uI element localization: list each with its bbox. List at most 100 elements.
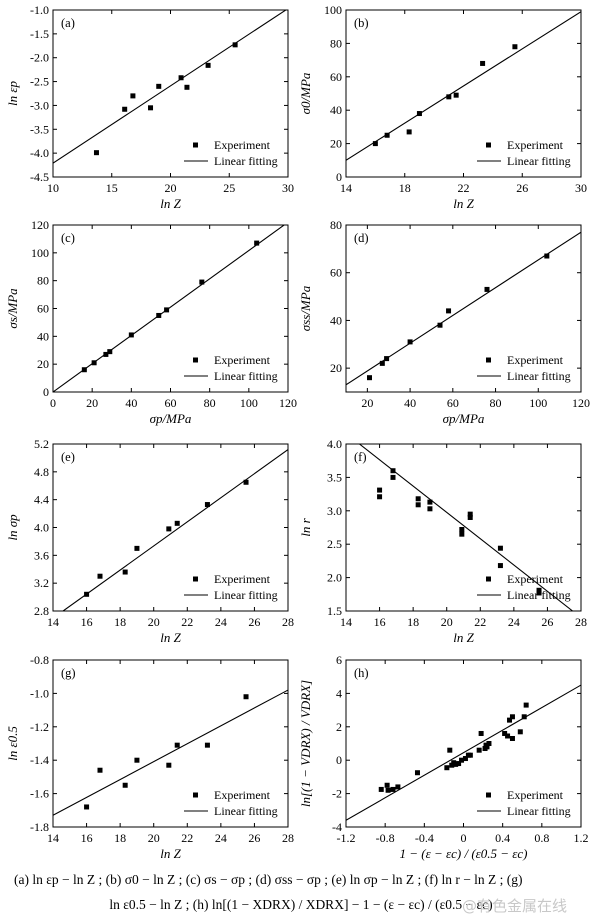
plot-frame	[345, 443, 582, 612]
x-axis-label: ln Z	[453, 196, 474, 211]
data-point	[367, 375, 372, 381]
chart-panel-2: 14 18 22 26 30 0 20 40 60 80 100 (b) ln Z σ0/MPa Exper…	[298, 3, 587, 211]
x-tick-label: 20	[361, 396, 373, 410]
data-point	[497, 563, 503, 569]
x-tick-label: 16	[81, 831, 93, 845]
x-tick-label: 0	[461, 831, 467, 845]
y-tick-label: 120	[31, 218, 49, 232]
legend-marker-experiment	[486, 792, 491, 798]
x-axis-label: 1 − (ε − εc) / (ε0.5 − εc)	[399, 846, 527, 861]
x-tick-label: 18	[399, 181, 411, 195]
x-tick-label: 14	[47, 831, 59, 845]
data-point	[456, 761, 462, 767]
data-point	[81, 367, 87, 373]
legend-marker-experiment	[193, 576, 198, 582]
data-point	[384, 356, 390, 362]
data-point	[536, 590, 542, 596]
x-axis-label: σp/MPa	[150, 411, 192, 426]
data-point	[134, 545, 140, 551]
data-point	[467, 752, 473, 758]
x-tick-label: 26	[516, 181, 528, 195]
x-tick-label: 18	[114, 831, 126, 845]
y-tick-label: 2.5	[327, 537, 342, 551]
y-tick-label: -4	[332, 820, 342, 834]
data-point	[459, 757, 465, 763]
x-tick-label: 120	[279, 396, 297, 410]
data-point	[427, 499, 433, 505]
y-tick-label: 40	[330, 103, 342, 117]
legend-label-experiment: Experiment	[507, 788, 564, 802]
legend-label-experiment: Experiment	[214, 572, 271, 586]
plot-frame	[52, 659, 289, 828]
data-point	[484, 744, 490, 750]
panel-label: (b)	[354, 16, 369, 30]
data-point	[166, 762, 172, 768]
data-point	[416, 111, 422, 117]
x-tick-label: 0.4	[495, 831, 510, 845]
data-point	[453, 761, 459, 767]
x-tick-label: 120	[572, 396, 590, 410]
y-tick-label: -2.5	[30, 75, 49, 89]
data-point	[166, 526, 172, 532]
y-tick-label: -2.0	[30, 51, 49, 65]
panel-label: (e)	[61, 450, 75, 464]
legend-marker-experiment	[193, 357, 198, 363]
y-tick-label: 4.4	[34, 493, 49, 507]
data-point	[148, 105, 154, 111]
data-point	[91, 360, 97, 366]
data-point	[377, 487, 383, 493]
x-tick-label: -0.8	[376, 831, 395, 845]
data-point	[446, 94, 452, 100]
x-tick-label: 24	[215, 615, 227, 629]
x-tick-label: 18	[407, 615, 419, 629]
data-point	[517, 729, 523, 735]
y-tick-label: 60	[330, 70, 342, 84]
legend-label-fit: Linear fitting	[214, 804, 278, 818]
panel-label: (a)	[61, 16, 75, 30]
data-point	[453, 92, 459, 98]
data-point	[447, 747, 453, 753]
legend-label-fit: Linear fitting	[214, 588, 278, 602]
y-tick-label: -4.5	[30, 170, 49, 184]
x-tick-label: 30	[282, 181, 294, 195]
y-tick-label: -2	[332, 787, 342, 801]
legend-label-fit: Linear fitting	[507, 369, 571, 383]
y-tick-label: 2.0	[327, 571, 342, 585]
data-point	[178, 75, 184, 81]
y-tick-label: 80	[37, 274, 49, 288]
x-tick-label: 22	[181, 831, 193, 845]
data-point	[156, 312, 162, 318]
x-tick-label: 100	[240, 396, 258, 410]
data-point	[390, 786, 396, 792]
panel-label: (d)	[354, 231, 369, 245]
x-axis-label: ln Z	[160, 846, 181, 861]
x-tick-label: 20	[441, 615, 453, 629]
data-point	[415, 496, 421, 502]
x-tick-label: 24	[215, 831, 227, 845]
data-point	[184, 84, 190, 90]
data-point	[414, 770, 420, 776]
data-point	[390, 474, 396, 480]
y-tick-label: 3.6	[34, 548, 49, 562]
fit-line	[53, 689, 288, 816]
data-point	[507, 717, 513, 723]
panel-label: (f)	[354, 450, 367, 464]
chart-panel-3: 0 20 40 60 80 100 120 0 20 40 60 80 100 120 (c) σp/MPa σ…	[5, 218, 297, 426]
y-tick-label: 20	[37, 357, 49, 371]
data-point	[204, 502, 210, 508]
data-point	[243, 694, 249, 700]
chart-panel-4: 20 40 60 80 100 120 20 40 60 80 (d) σp/MPa σss/MPa Ex…	[298, 218, 590, 426]
x-tick-label: 80	[490, 396, 502, 410]
y-tick-label: 1.5	[327, 604, 342, 618]
data-point	[84, 591, 90, 597]
x-tick-label: 0	[50, 396, 56, 410]
x-tick-label: 15	[106, 181, 118, 195]
x-tick-label: -0.4	[415, 831, 434, 845]
fit-line	[346, 684, 581, 821]
data-point	[437, 322, 443, 328]
legend-label-experiment: Experiment	[507, 138, 564, 152]
data-point	[205, 62, 211, 68]
panel-label: (g)	[61, 666, 76, 680]
y-tick-label: -1.0	[30, 3, 49, 17]
x-axis-label: σp/MPa	[443, 411, 485, 426]
